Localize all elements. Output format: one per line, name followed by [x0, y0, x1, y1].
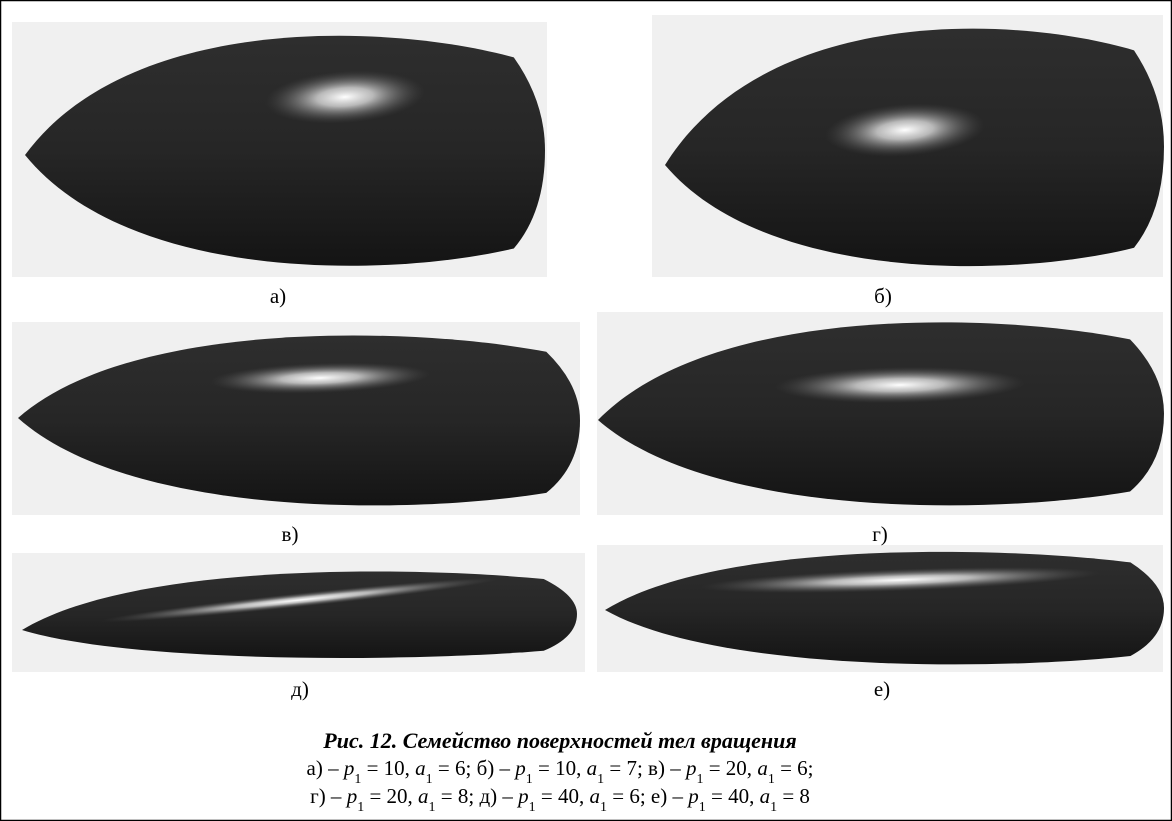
caption-line: г) – p1 = 20, a1 = 8; д) – p1 = 40, a1 =…: [310, 784, 810, 815]
caption-run: = 10,: [361, 756, 415, 780]
caption-run: = 7; в) –: [604, 756, 686, 780]
caption-run: 1: [357, 800, 364, 815]
panel-label: д): [291, 677, 309, 701]
caption-run: p: [684, 756, 697, 780]
panel-label: г): [872, 522, 888, 546]
caption-run: = 40,: [706, 784, 760, 808]
caption-run: = 6; б) –: [433, 756, 516, 780]
caption-run: 1: [600, 800, 607, 815]
caption-run: p: [513, 756, 526, 780]
caption-run: = 8; д) –: [436, 784, 519, 808]
caption-run: = 10,: [533, 756, 587, 780]
panels: [12, 15, 1164, 672]
caption-run: = 40,: [536, 784, 590, 808]
caption-run: = 6; е) –: [607, 784, 688, 808]
caption-run: a: [415, 756, 426, 780]
panel-label: а): [270, 284, 286, 308]
caption-run: 1: [770, 800, 777, 815]
caption-line: а) – p1 = 10, a1 = 6; б) – p1 = 10, a1 =…: [307, 756, 814, 787]
caption-run: a: [587, 756, 598, 780]
caption-run: 1: [699, 800, 706, 815]
caption-run: a: [757, 756, 768, 780]
caption-run: 1: [429, 800, 436, 815]
caption-run: = 20,: [364, 784, 418, 808]
page: а) б) в) г) д) е) Рис. 12. Семейство пов…: [0, 0, 1172, 821]
caption-run: a: [760, 784, 771, 808]
figure: а) б) в) г) д) е) Рис. 12. Семейство пов…: [0, 0, 1172, 821]
caption-run: г) –: [310, 784, 347, 808]
caption-run: p: [342, 756, 355, 780]
caption-run: a: [418, 784, 429, 808]
panel-label: е): [874, 677, 890, 701]
caption-run: = 8: [777, 784, 810, 808]
caption-run: 1: [529, 800, 536, 815]
caption-run: = 6;: [775, 756, 814, 780]
caption-run: p: [516, 784, 529, 808]
panel-label: в): [282, 522, 299, 546]
caption-run: а) –: [307, 756, 344, 780]
caption-run: p: [345, 784, 358, 808]
caption-title: Рис. 12. Семейство поверхностей тел вращ…: [322, 728, 796, 753]
caption-run: = 20,: [703, 756, 757, 780]
caption-run: p: [686, 784, 699, 808]
caption-run: a: [589, 784, 600, 808]
panel-label: б): [874, 284, 892, 308]
